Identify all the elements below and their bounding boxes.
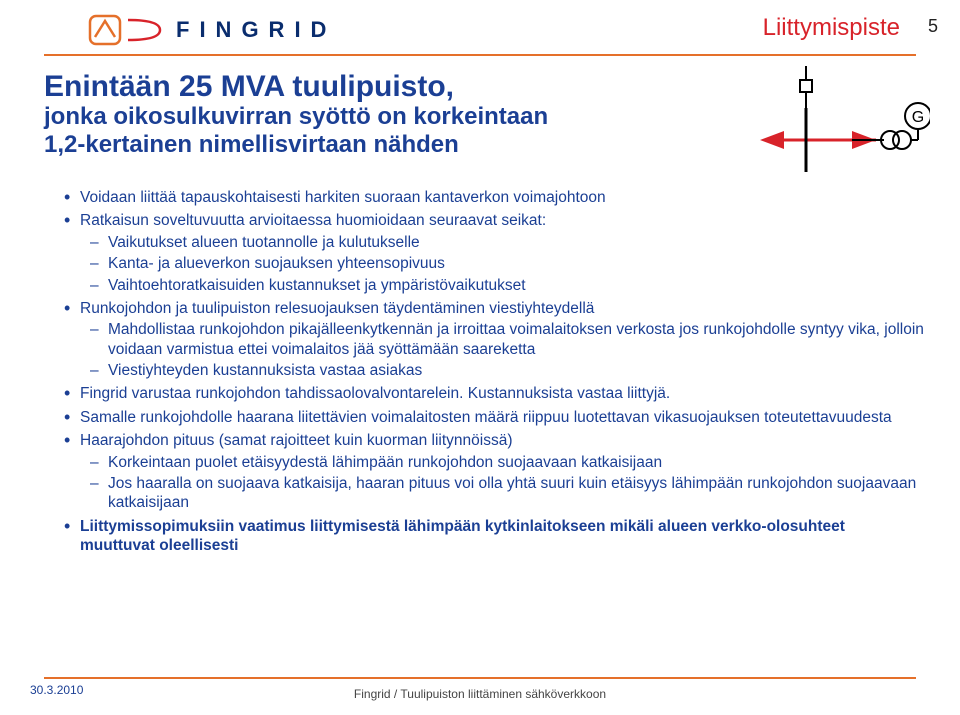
bullet-text: Mahdollistaa runkojohdon pikajälleenkytk…	[108, 321, 924, 357]
bullet-item: Fingrid varustaa runkojohdon tahdissaolo…	[64, 384, 924, 403]
bullet-item: Haarajohdon pituus (samat rajoitteet kui…	[64, 431, 924, 513]
bullet-item: Ratkaisun soveltuvuutta arvioitaessa huo…	[64, 211, 924, 295]
logo: FINGRID	[88, 14, 336, 46]
bullet-text: Vaikutukset alueen tuotannolle ja kulutu…	[108, 234, 420, 251]
bullet-item: Jos haaralla on suojaava katkaisija, haa…	[80, 474, 924, 513]
logo-text: FINGRID	[176, 17, 336, 43]
logo-mark-icon	[88, 14, 166, 46]
slide: FINGRID Liittymispiste 5 Enintään 25 MVA…	[0, 0, 960, 715]
bullet-text: Ratkaisun soveltuvuutta arvioitaessa huo…	[80, 212, 546, 229]
body-content: Voidaan liittää tapauskohtaisesti harkit…	[64, 188, 924, 559]
bullet-item: Liittymissopimuksiin vaatimus liittymise…	[64, 517, 924, 556]
bullet-text: Korkeintaan puolet etäisyydestä lähimpää…	[108, 454, 662, 471]
title-line-3: 1,2-kertainen nimellisvirtaan nähden	[44, 131, 744, 159]
bullet-text: Viestiyhteyden kustannuksista vastaa asi…	[108, 362, 422, 379]
sub-bullet-list: Korkeintaan puolet etäisyydestä lähimpää…	[80, 453, 924, 513]
bullet-text: Fingrid varustaa runkojohdon tahdissaolo…	[80, 385, 670, 402]
bullet-text: Vaihtoehtoratkaisuiden kustannukset ja y…	[108, 277, 526, 294]
bullet-text: Haarajohdon pituus (samat rajoitteet kui…	[80, 432, 513, 449]
bullet-text: Kanta- ja alueverkon suojauksen yhteenso…	[108, 255, 445, 272]
bullet-item: Viestiyhteyden kustannuksista vastaa asi…	[80, 361, 924, 380]
bullet-text: Jos haaralla on suojaava katkaisija, haa…	[108, 475, 916, 511]
title-line-1: Enintään 25 MVA tuulipuisto,	[44, 70, 744, 103]
bullet-item: Mahdollistaa runkojohdon pikajälleenkytk…	[80, 320, 924, 359]
circuit-diagram: G	[760, 62, 930, 182]
bullet-item: Kanta- ja alueverkon suojauksen yhteenso…	[80, 254, 924, 273]
bullet-text: Runkojohdon ja tuulipuiston relesuojauks…	[80, 300, 594, 317]
sub-bullet-list: Mahdollistaa runkojohdon pikajälleenkytk…	[80, 320, 924, 380]
bullet-item: Runkojohdon ja tuulipuiston relesuojauks…	[64, 299, 924, 381]
divider-bottom	[44, 677, 916, 679]
bullet-text: Voidaan liittää tapauskohtaisesti harkit…	[80, 189, 606, 206]
bullet-list: Voidaan liittää tapauskohtaisesti harkit…	[64, 188, 924, 555]
bullet-text: Liittymissopimuksiin vaatimus liittymise…	[80, 518, 845, 554]
bullet-item: Korkeintaan puolet etäisyydestä lähimpää…	[80, 453, 924, 472]
bullet-item: Samalle runkojohdolle haarana liitettävi…	[64, 408, 924, 427]
generator-label: G	[912, 109, 924, 126]
footer-center: Fingrid / Tuulipuiston liittäminen sähkö…	[0, 687, 960, 701]
bullet-item: Vaikutukset alueen tuotannolle ja kulutu…	[80, 233, 924, 252]
bullet-item: Vaihtoehtoratkaisuiden kustannukset ja y…	[80, 276, 924, 295]
bullet-item: Voidaan liittää tapauskohtaisesti harkit…	[64, 188, 924, 207]
bullet-text: Samalle runkojohdolle haarana liitettävi…	[80, 409, 892, 426]
sub-bullet-list: Vaikutukset alueen tuotannolle ja kulutu…	[80, 233, 924, 295]
divider-top	[44, 54, 916, 56]
header-label: Liittymispiste	[763, 14, 900, 42]
title-block: Enintään 25 MVA tuulipuisto, jonka oikos…	[44, 70, 744, 158]
title-line-2: jonka oikosulkuvirran syöttö on korkeint…	[44, 103, 744, 131]
page-number: 5	[928, 16, 938, 37]
